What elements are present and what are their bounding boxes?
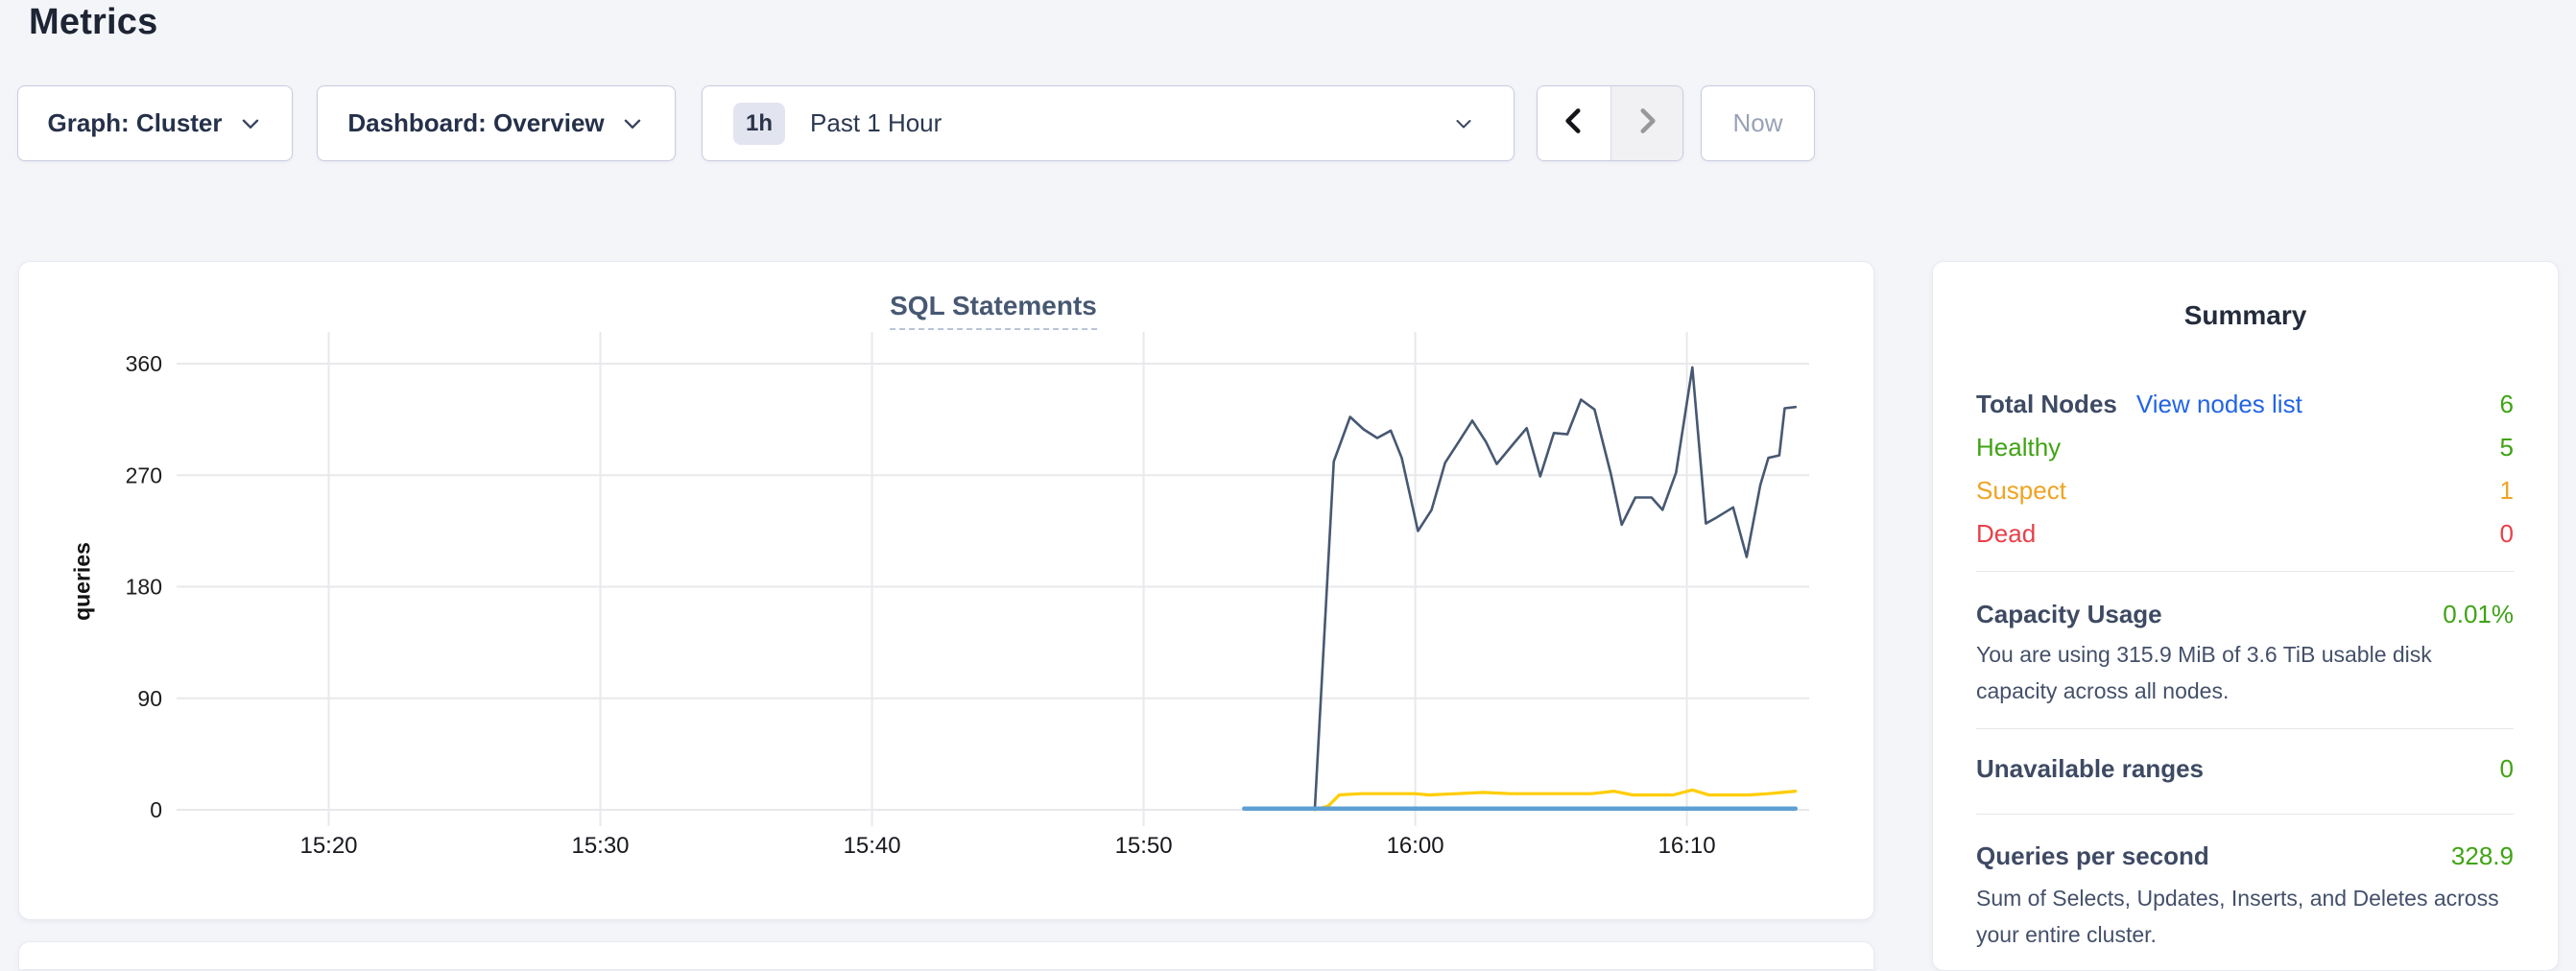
page-title: Metrics xyxy=(29,2,158,42)
dashboard-dropdown[interactable]: Dashboard: Overview xyxy=(317,85,676,161)
svg-text:180: 180 xyxy=(126,575,162,600)
next-time-window-button[interactable] xyxy=(1610,86,1682,160)
chevron-down-icon xyxy=(238,111,263,136)
capacity-usage-value: 0.01% xyxy=(2443,600,2514,628)
svg-text:360: 360 xyxy=(126,351,162,376)
time-range-badge: 1h xyxy=(733,102,786,145)
queries-per-second-label: Queries per second xyxy=(1976,841,2209,870)
sql-statements-chart-card: SQL Statements queries 0 90 180 270 360 15:20… xyxy=(18,261,1874,920)
suspect-nodes-value: 1 xyxy=(2499,475,2514,505)
svg-text:270: 270 xyxy=(126,462,162,487)
chevron-down-icon xyxy=(620,111,645,136)
healthy-nodes-row: Healthy 5 xyxy=(1976,426,2514,468)
svg-text:0: 0 xyxy=(150,797,162,822)
metrics-page: { "page": { "title": "Metrics" }, "toolb… xyxy=(17,2,2559,971)
graph-scope-dropdown[interactable]: Graph: Cluster xyxy=(17,85,293,161)
time-range-label: Past 1 Hour xyxy=(810,108,942,137)
suspect-nodes-row: Suspect 1 xyxy=(1976,469,2514,511)
total-nodes-value: 6 xyxy=(2499,389,2514,418)
healthy-nodes-label: Healthy xyxy=(1976,432,2062,462)
svg-text:16:00: 16:00 xyxy=(1387,833,1444,859)
capacity-usage-description: You are using 315.9 MiB of 3.6 TiB usabl… xyxy=(1976,642,2432,703)
svg-text:16:10: 16:10 xyxy=(1658,833,1716,859)
now-button-label: Now xyxy=(1732,108,1783,137)
unavailable-ranges-value: 0 xyxy=(2499,754,2514,783)
suspect-nodes-label: Suspect xyxy=(1976,475,2066,505)
capacity-usage-label: Capacity Usage xyxy=(1976,600,2162,628)
queries-per-second-value: 328.9 xyxy=(2450,841,2514,870)
view-nodes-list-link[interactable]: View nodes list xyxy=(2135,389,2302,418)
total-nodes-label: Total Nodes xyxy=(1976,389,2117,418)
svg-text:15:20: 15:20 xyxy=(299,833,357,859)
svg-text:15:40: 15:40 xyxy=(844,833,901,859)
capacity-usage-row: Capacity Usage 0.01% xyxy=(1976,600,2514,629)
svg-text:90: 90 xyxy=(137,686,162,711)
svg-text:15:50: 15:50 xyxy=(1115,833,1173,859)
chart-title[interactable]: SQL Statements xyxy=(890,291,1097,330)
queries-per-second-description: Sum of Selects, Updates, Inserts, and De… xyxy=(1976,886,2499,947)
chevron-right-icon xyxy=(1631,105,1663,142)
now-button[interactable]: Now xyxy=(1701,85,1815,161)
chevron-left-icon xyxy=(1558,105,1590,142)
dashboard-dropdown-label: Dashboard: Overview xyxy=(347,108,605,137)
healthy-nodes-value: 5 xyxy=(2499,432,2514,462)
next-chart-card-edge xyxy=(18,941,1874,970)
svg-text:15:30: 15:30 xyxy=(571,833,629,859)
total-nodes-row: Total Nodes View nodes list 6 xyxy=(1976,383,2514,425)
time-range-selector[interactable]: 1h Past 1 Hour xyxy=(702,85,1515,161)
dead-nodes-row: Dead 0 xyxy=(1976,512,2514,555)
summary-title: Summary xyxy=(2183,300,2307,330)
previous-time-window-button[interactable] xyxy=(1538,86,1610,160)
divider xyxy=(1976,814,2514,815)
graph-scope-dropdown-label: Graph: Cluster xyxy=(47,108,223,137)
unavailable-ranges-row: Unavailable ranges 0 xyxy=(1976,754,2514,784)
queries-per-second-row: Queries per second 328.9 xyxy=(1976,841,2514,871)
time-window-arrows xyxy=(1537,85,1683,161)
dead-nodes-label: Dead xyxy=(1976,518,2037,548)
dead-nodes-value: 0 xyxy=(2499,518,2514,548)
divider xyxy=(1976,728,2514,729)
unavailable-ranges-label: Unavailable ranges xyxy=(1976,754,2204,783)
chevron-down-icon xyxy=(1452,112,1475,135)
summary-panel: Summary Total Nodes View nodes list 6 He… xyxy=(1932,261,2559,971)
divider xyxy=(1976,571,2514,572)
sql-statements-line-chart[interactable]: 0 90 180 270 360 15:20 15:30 15:40 15:50 16:00 16:… xyxy=(19,262,1875,921)
